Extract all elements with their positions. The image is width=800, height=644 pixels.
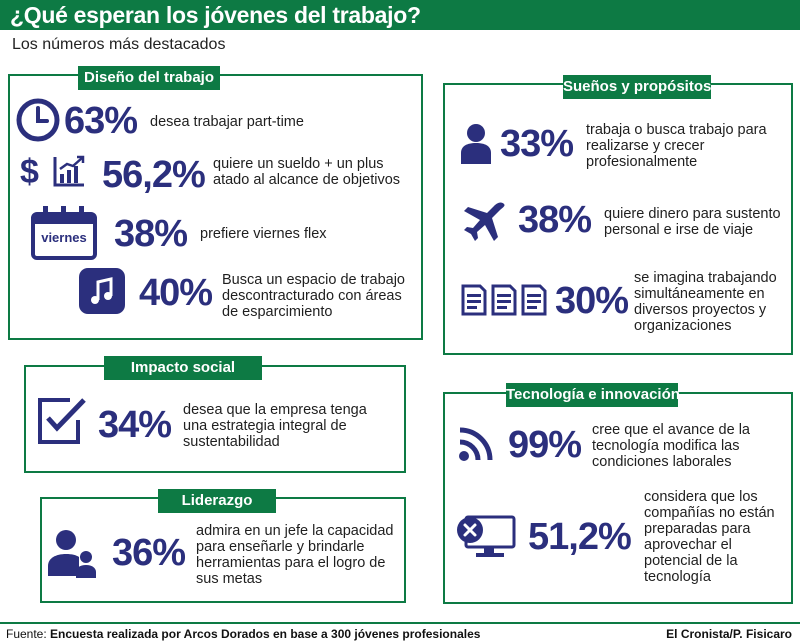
stat-description: considera que los compañías no están pre…	[644, 489, 775, 585]
section-diseno-box	[8, 74, 423, 340]
page-subtitle: Los números más destacados	[12, 36, 226, 53]
section-tecnologia-title: Tecnología e innovación	[506, 383, 680, 407]
clock-icon	[16, 98, 60, 142]
footer-source-text: Encuesta realizada por Arcos Dorados en …	[50, 627, 481, 641]
stat-description: admira en un jefe la capacidad para ense…	[196, 523, 394, 587]
stat-description: quiere dinero para sustento personal e i…	[604, 206, 781, 238]
documents-icon	[461, 284, 547, 316]
section-impacto-title: Impacto social	[104, 356, 262, 380]
section-liderazgo-title: Liderazgo	[158, 489, 276, 513]
title-bar: ¿Qué esperan los jóvenes del trabajo?	[0, 0, 800, 30]
airplane-icon	[464, 202, 505, 241]
section-impacto-box	[24, 365, 406, 473]
calendar-icon: viernes	[31, 206, 97, 260]
stat-value: 30%	[555, 280, 629, 322]
stat-value: 51,2%	[528, 516, 632, 558]
people-icon	[48, 530, 96, 578]
stat-value: 33%	[500, 123, 574, 165]
stat-value: 99%	[508, 424, 582, 466]
stat-value: 38%	[518, 199, 592, 241]
section-suenos-box	[443, 83, 793, 355]
section-suenos-title: Sueños y propósitos	[563, 75, 711, 99]
stat-description: desea trabajar part-time	[150, 114, 304, 130]
footer-source: Fuente: Encuesta realizada por Arcos Dor…	[6, 627, 480, 641]
stat-description: Busca un espacio de trabajo descontractu…	[222, 272, 405, 320]
stat-value: 63%	[64, 100, 138, 142]
footer-divider	[0, 622, 800, 624]
footer-credit: El Cronista/P. Fisicaro	[666, 627, 792, 641]
stat-description: cree que el avance de la tecnología modi…	[592, 422, 750, 470]
stat-value: 56,2%	[102, 154, 206, 196]
stat-value: 38%	[114, 213, 188, 255]
stat-value: 34%	[98, 404, 172, 446]
stat-description: trabaja o busca trabajo para realizarse …	[586, 122, 767, 170]
monitor-x-icon	[457, 515, 516, 557]
stat-description: desea que la empresa tenga una estrategi…	[183, 402, 367, 450]
calendar-label: viernes	[41, 230, 87, 245]
rss-icon	[459, 427, 493, 461]
dollar-icon: $	[20, 153, 39, 191]
stat-value: 36%	[112, 532, 186, 574]
stat-value: 40%	[139, 272, 213, 314]
footer-label: Fuente:	[6, 627, 47, 641]
bar-chart-icon	[53, 155, 85, 187]
page-title: ¿Qué esperan los jóvenes del trabajo?	[10, 2, 421, 28]
stat-description: quiere un sueldo + un plus atado al alca…	[213, 156, 401, 188]
music-icon	[79, 268, 125, 314]
section-diseno-title: Diseño del trabajo	[78, 66, 220, 90]
person-icon	[461, 124, 491, 164]
stat-description: se imagina trabajando simultáneamente en…	[634, 270, 777, 334]
checkbox-icon	[38, 398, 86, 444]
stat-description: prefiere viernes flex	[200, 226, 327, 242]
